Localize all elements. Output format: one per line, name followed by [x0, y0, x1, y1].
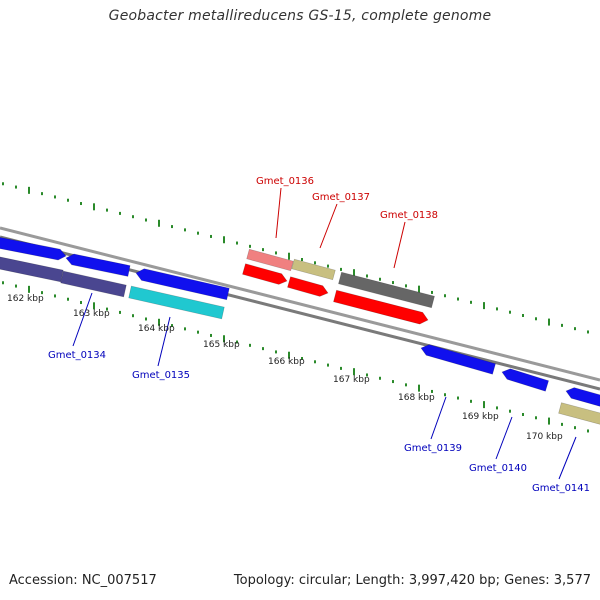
gene-arrow-0135b[interactable]	[128, 285, 225, 320]
gene-arrow-0136[interactable]	[246, 248, 294, 272]
gene-arrow-0136-red[interactable]	[242, 263, 288, 285]
kbp-label-165: 165 kbp	[203, 340, 240, 350]
kbp-label-164: 164 kbp	[138, 324, 175, 334]
gene-label-gmet-0134[interactable]: Gmet_0134	[48, 350, 106, 361]
kbp-label-166: 166 kbp	[268, 357, 305, 367]
gene-arrow-0137-red[interactable]	[287, 276, 329, 297]
accession-text: Accession: NC_007517	[9, 573, 157, 588]
kbp-label-168: 168 kbp	[398, 393, 435, 403]
kbp-label-167: 167 kbp	[333, 375, 370, 385]
leader-gmet-0137	[319, 203, 338, 249]
upper-tick-track	[2, 182, 589, 334]
gene-arrow-0139[interactable]	[420, 344, 496, 375]
gene-arrow-0137[interactable]	[291, 258, 336, 281]
gene-arrow-0140[interactable]	[501, 368, 549, 392]
gene-label-gmet-0141[interactable]: Gmet_0141	[532, 483, 590, 494]
leader-gmet-0140	[495, 416, 513, 460]
leader-gmet-0134	[72, 292, 93, 347]
kbp-label-162: 162 kbp	[7, 294, 44, 304]
leader-gmet-0138	[393, 221, 406, 269]
gene-arrow-0138-red[interactable]	[333, 289, 429, 325]
lower-tick-track	[2, 281, 589, 433]
gene-arrow-0141a[interactable]	[565, 387, 600, 408]
kbp-label-170: 170 kbp	[526, 432, 563, 442]
gene-arrow-0134c[interactable]	[60, 270, 127, 298]
gene-label-gmet-0140[interactable]: Gmet_0140	[469, 463, 527, 474]
kbp-label-163: 163 kbp	[73, 309, 110, 319]
gene-label-gmet-0138[interactable]: Gmet_0138	[380, 210, 438, 221]
gene-arrow-0134b[interactable]	[0, 256, 64, 283]
gene-label-gmet-0139[interactable]: Gmet_0139	[404, 443, 462, 454]
gene-arrow-0135a[interactable]	[135, 268, 230, 301]
gene-arrow-0138[interactable]	[338, 271, 435, 309]
gene-label-gmet-0136[interactable]: Gmet_0136	[256, 176, 314, 187]
gene-arrow-0141b[interactable]	[558, 402, 600, 426]
genome-info-text: Topology: circular; Length: 3,997,420 bp…	[233, 573, 591, 588]
kbp-label-169: 169 kbp	[462, 412, 499, 422]
gene-arrow-0134a[interactable]	[65, 253, 131, 277]
leader-gmet-0139	[430, 396, 447, 440]
gene-label-gmet-0137[interactable]: Gmet_0137	[312, 192, 370, 203]
leader-gmet-0135	[157, 316, 171, 367]
leader-gmet-0141	[558, 436, 577, 480]
gene-arrow-0133[interactable]	[0, 237, 67, 261]
leader-gmet-0136	[275, 187, 282, 239]
gene-label-gmet-0135[interactable]: Gmet_0135	[132, 370, 190, 381]
map-title: Geobacter metallireducens GS-15, complet…	[108, 8, 492, 24]
